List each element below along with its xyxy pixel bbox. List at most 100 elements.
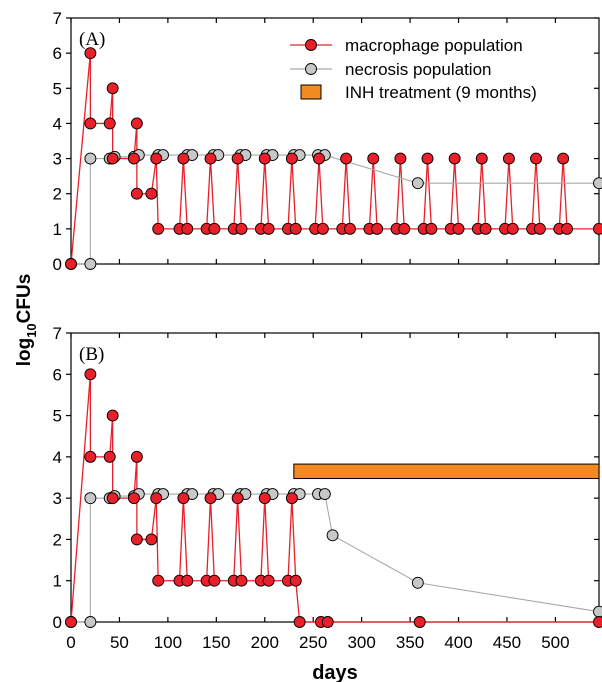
panel-b-y-tick-label: 0: [53, 613, 62, 632]
panel-a-macrophage-point: [130, 187, 143, 200]
panel-a-macrophage-point: [204, 152, 217, 165]
panel-a-y-tick-label: 5: [53, 79, 62, 98]
panel-a-macrophage-point: [344, 222, 356, 235]
panel-b-macrophage-point: [130, 533, 143, 546]
panel-b-necrosis-point: [593, 605, 602, 618]
panel-a-necrosis-point: [84, 152, 97, 165]
legend-marker-necrosis: [305, 63, 317, 75]
panel-a-macrophage-point: [313, 152, 325, 165]
panel-a-macrophage-point: [258, 152, 271, 165]
panel-a-y-tick-label: 3: [53, 150, 62, 169]
panel-a-macrophage-point: [84, 117, 97, 130]
panel-a-macrophage-point: [367, 152, 380, 165]
panel-a-macrophage-point: [425, 222, 438, 235]
panel-b-macrophage-point: [289, 574, 302, 587]
x-tick-label: 50: [110, 633, 129, 652]
panel-b-macrophage-point: [84, 450, 97, 463]
panel-b-necrosis-line: [71, 493, 600, 623]
panel-a-macrophage-point: [128, 152, 140, 165]
panel-a-macrophage-point: [231, 152, 244, 165]
panel-b-macrophage-point: [293, 616, 306, 628]
panel-a-y-tick-label: 2: [53, 185, 62, 204]
panel-b-y-tick-label: 1: [53, 572, 62, 591]
panel-b-necrosis-point: [318, 488, 331, 500]
panel-b-macrophage-point: [208, 574, 221, 587]
x-tick-label: 0: [66, 633, 75, 652]
panel-a-macrophage-point: [150, 152, 163, 165]
x-tick-label: 350: [396, 633, 424, 652]
x-tick-label: 300: [347, 633, 375, 652]
panel-b-macrophage-point: [321, 616, 334, 628]
panel-a-macrophage-point: [65, 258, 77, 270]
panel-a-macrophage-point: [593, 222, 602, 235]
panel-a-macrophage-point: [371, 222, 384, 235]
panel-a-macrophage-point: [398, 222, 411, 235]
panel-a-macrophage-point: [106, 152, 119, 165]
x-tick-label: 400: [444, 633, 472, 652]
panel-b-necrosis-point: [84, 492, 97, 505]
y-axis-title-tail: CFUs: [14, 274, 35, 324]
panel-b-macrophage-point: [177, 492, 190, 505]
panel-a-y-tick-label: 1: [53, 220, 62, 239]
x-axis: 0 50 100 150 200 250 300 350 400 450 500: [66, 633, 569, 652]
panel-b-necrosis-point: [411, 576, 424, 589]
panel-a-macrophage-point: [235, 222, 248, 235]
panel-a-macrophage-point: [181, 222, 194, 235]
x-tick-label: 200: [251, 633, 279, 652]
panel-a-necrosis-point: [411, 177, 424, 190]
panel-a-frame: [70, 17, 600, 265]
panel-a-macrophage-point: [106, 82, 119, 95]
panel-a-macrophage-point: [130, 117, 143, 130]
panel-a-macrophage-point: [561, 222, 573, 235]
panel-a-y-tick-label: 7: [53, 9, 62, 28]
inh-treatment-bar: [293, 463, 600, 480]
legend-label: INH treatment (9 months): [345, 83, 537, 102]
panel-a-macrophage-point: [506, 222, 519, 235]
panel-b: 0 1 2 3 4 5 6 7 (B): [53, 324, 602, 632]
panel-b-macrophage-point: [262, 574, 275, 587]
panel-a-macrophage-line: [70, 53, 599, 265]
panel-a-y-tick-label: 6: [53, 44, 62, 63]
legend-swatch-inh: [300, 84, 322, 100]
y-axis-title: log10CFUs: [14, 274, 39, 367]
panel-b-macrophage-point: [106, 409, 119, 422]
panel-a-macrophage-point: [479, 222, 492, 235]
panel-b-tag: (B): [79, 344, 104, 365]
panel-a-macrophage-point: [448, 152, 461, 165]
panel-b-macrophage-point: [258, 492, 271, 505]
panel-a-macrophage-point: [289, 222, 302, 235]
panel-b-necrosis-point: [326, 529, 339, 542]
panel-a-macrophage-point: [340, 152, 353, 165]
panel-b-y-tick-label: 2: [53, 530, 62, 549]
panel-a-macrophage-point: [103, 117, 116, 130]
panel-b-necrosis-point: [84, 616, 97, 628]
x-tick-label: 450: [493, 633, 521, 652]
panel-b-macrophage-point: [204, 492, 217, 505]
panel-a-macrophage-point: [152, 222, 165, 235]
y-axis-title-subscript: 10: [24, 323, 39, 337]
panel-a-necrosis-point: [593, 177, 602, 190]
panel-a-y-tick-label: 4: [53, 114, 62, 133]
panel-a-tag: (A): [79, 29, 105, 50]
y-axis-title-main: log: [14, 338, 35, 367]
panel-b-y-tick-label: 5: [53, 407, 62, 426]
panel-a-necrosis-point: [84, 258, 97, 270]
panel-a-macrophage-point: [145, 187, 158, 200]
panel-b-macrophage-point: [84, 368, 97, 381]
panel-b-y-tick-label: 4: [53, 448, 62, 467]
panel-b-y-tick-label: 3: [53, 489, 62, 508]
x-axis-title: days: [312, 662, 358, 682]
panel-a: 0 1 2 3 4 5 6 7 (A) macrophage population necrosis…: [53, 9, 602, 274]
x-tick-label: 100: [154, 633, 182, 652]
panel-b-macrophage-point: [181, 574, 194, 587]
panel-a-macrophage-point: [394, 152, 407, 165]
panel-a-macrophage-point: [502, 152, 515, 165]
panel-b-macrophage-point: [285, 492, 298, 505]
panel-b-macrophage-point: [150, 492, 163, 505]
panel-a-macrophage-point: [84, 47, 97, 60]
panel-b-macrophage-point: [130, 450, 143, 463]
panel-a-macrophage-point: [177, 152, 190, 165]
x-tick-label: 250: [299, 633, 327, 652]
x-tick-label: 150: [202, 633, 230, 652]
